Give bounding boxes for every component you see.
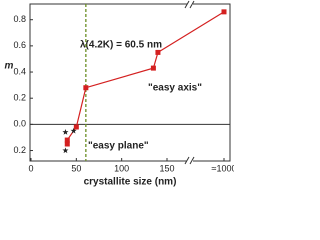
axis-break [184,0,195,165]
y-tick-label: 0.8 [13,14,26,24]
x-tick-label: 150 [159,163,174,173]
point [150,65,156,71]
point [155,49,161,55]
y-axis-title: m [5,61,14,72]
x-tick-label: 50 [71,163,81,173]
point [64,137,70,143]
x-tick-label: ≈1000 [212,163,234,173]
annotation: "easy plane" [88,141,149,152]
annotation: λ(4.2K) = 60.5 nm [80,40,162,51]
x-tick-label: 100 [114,163,129,173]
y-tick-label: 0.2 [13,93,26,103]
x-tick-label: 0 [28,163,33,173]
plot-frame [29,3,231,162]
annotation: "easy axis" [148,83,202,94]
point [64,141,70,147]
point [62,129,69,135]
point [73,124,79,130]
x-axis-title: crystallite size (nm) [84,177,177,188]
y-tick-label: 0.6 [13,40,26,50]
y-tick-label: 0.0 [13,119,26,129]
point [70,127,77,134]
y-tick-label: 0.4 [13,66,26,76]
y-tick-label: 0.2 [13,145,26,155]
point [83,85,89,91]
point [221,9,227,15]
point [62,147,69,154]
chart: crystallite size (nm) m λ(4.2K) = 60.5 n… [5,0,234,188]
